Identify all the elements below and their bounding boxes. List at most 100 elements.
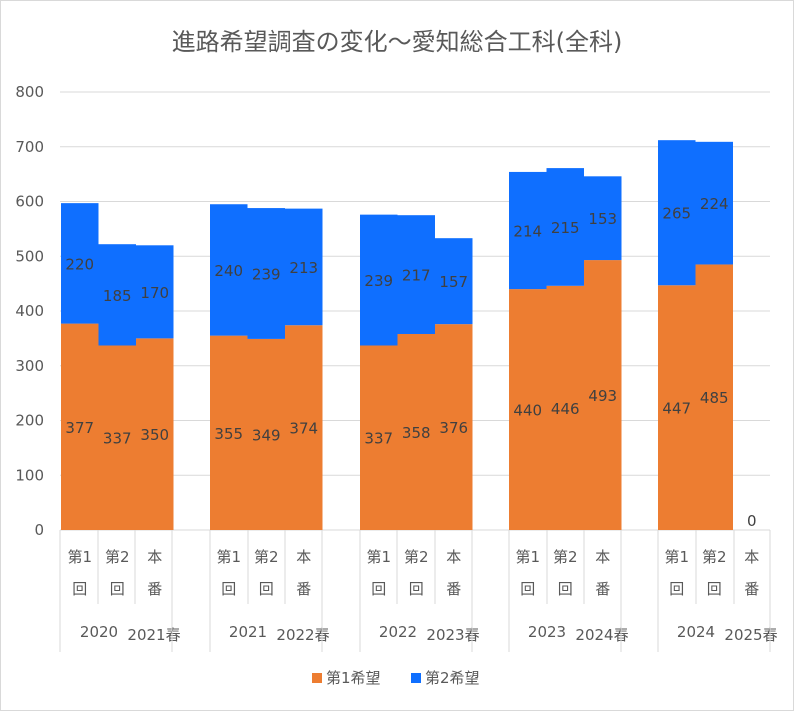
bar-2023-0-series2 — [509, 171, 547, 290]
bar-2023-1-series1 — [546, 285, 584, 530]
bar-2022-0-series2 — [360, 214, 398, 346]
bar-2022-2-series1 — [435, 324, 473, 530]
data-label-2023-1-series2: 215 — [551, 219, 580, 237]
data-label-2024-1-series1: 485 — [700, 389, 729, 407]
bar-2024-1-series2 — [695, 141, 733, 265]
bar-2021-1-series2 — [247, 208, 285, 339]
data-label-2023-0-series2: 214 — [513, 223, 542, 241]
category-label-2020-2-line2: 番 — [147, 580, 162, 598]
data-label-2020-0-series1: 377 — [65, 419, 94, 437]
category-label-2021-0-line1: 第1 — [216, 548, 241, 566]
bar-2021-0-series2 — [210, 204, 248, 336]
category-label-2020-1-line2: 回 — [110, 580, 125, 598]
data-label-2021-2-series1: 374 — [289, 420, 318, 438]
bar-2020-0-series2 — [61, 203, 99, 324]
data-label-2021-0-series1: 355 — [214, 425, 243, 443]
data-label-2020-2-series2: 170 — [140, 284, 169, 302]
data-label-2021-1-series2: 239 — [252, 265, 281, 283]
data-label-2021-2-series2: 213 — [289, 259, 318, 277]
data-label-2024-1-series2: 224 — [700, 195, 729, 213]
y-tick-label-0: 0 — [34, 521, 44, 539]
y-tick-label-100: 100 — [15, 466, 44, 484]
data-label-2022-0-series1: 337 — [364, 430, 393, 448]
bar-2021-2-series1 — [285, 325, 323, 530]
data-label-2024-2-series1: 0 — [747, 512, 757, 530]
data-label-2021-0-series2: 240 — [214, 262, 243, 280]
bar-2020-1-series1 — [98, 345, 136, 530]
group-label-year-2020: 2020 — [80, 623, 118, 641]
category-label-2022-0-line1: 第1 — [366, 548, 391, 566]
category-label-2022-2-line1: 本 — [446, 548, 461, 566]
data-label-2022-1-series2: 217 — [402, 267, 431, 285]
group-label-year-2024: 2024 — [677, 623, 715, 641]
category-label-2024-1-line2: 回 — [707, 580, 722, 598]
group-label-season-2020: 2021春 — [127, 626, 180, 644]
data-label-2023-2-series1: 493 — [588, 387, 617, 405]
category-label-2023-0-line2: 回 — [520, 580, 535, 598]
category-label-2023-2-line2: 番 — [595, 580, 610, 598]
bar-2021-0-series1 — [210, 335, 248, 530]
legend-swatch-series1 — [312, 673, 322, 683]
data-label-2022-1-series1: 358 — [402, 424, 431, 442]
category-label-2022-2-line2: 番 — [446, 580, 461, 598]
bar-2024-0-series1 — [658, 285, 696, 530]
category-label-2024-1-line1: 第2 — [702, 548, 727, 566]
category-label-2024-2-line1: 本 — [744, 548, 759, 566]
category-label-2023-1-line2: 回 — [558, 580, 573, 598]
data-label-2020-1-series1: 337 — [103, 430, 132, 448]
category-label-2020-0-line2: 回 — [72, 580, 87, 598]
data-label-2024-0-series2: 265 — [662, 205, 691, 223]
bar-2023-0-series1 — [509, 289, 547, 530]
legend-swatch-series2 — [411, 673, 421, 683]
data-label-2020-0-series2: 220 — [65, 255, 94, 273]
group-label-season-2024: 2025春 — [724, 626, 777, 644]
category-label-2022-0-line2: 回 — [371, 580, 386, 598]
category-label-2020-1-line1: 第2 — [105, 548, 130, 566]
group-label-season-2022: 2023春 — [426, 626, 479, 644]
bar-2024-1-series1 — [695, 264, 733, 530]
category-label-2021-1-line2: 回 — [259, 580, 274, 598]
category-label-2024-0-line2: 回 — [669, 580, 684, 598]
category-label-2022-1-line2: 回 — [409, 580, 424, 598]
category-label-2023-0-line1: 第1 — [515, 548, 540, 566]
category-label-2024-2-line2: 番 — [744, 580, 759, 598]
data-label-2022-2-series1: 376 — [439, 419, 468, 437]
bar-2023-2-series2 — [584, 176, 622, 261]
y-tick-label-600: 600 — [15, 193, 44, 211]
category-label-2020-0-line1: 第1 — [67, 548, 92, 566]
y-tick-label-500: 500 — [15, 247, 44, 265]
bar-2020-1-series2 — [98, 244, 136, 346]
chart-title: 進路希望調査の変化～愛知総合工科(全科) — [172, 28, 623, 56]
category-label-2021-2-line1: 本 — [296, 548, 311, 566]
group-label-year-2022: 2022 — [379, 623, 417, 641]
y-tick-label-800: 800 — [15, 83, 44, 101]
bar-2020-2-series2 — [136, 245, 174, 339]
group-label-season-2021: 2022春 — [276, 626, 329, 644]
category-label-2023-1-line1: 第2 — [553, 548, 578, 566]
y-tick-label-400: 400 — [15, 302, 44, 320]
data-label-2020-2-series1: 350 — [140, 426, 169, 444]
category-label-2024-0-line1: 第1 — [664, 548, 689, 566]
category-label-2020-2-line1: 本 — [147, 548, 162, 566]
y-tick-label-300: 300 — [15, 357, 44, 375]
bar-2022-0-series1 — [360, 345, 398, 530]
legend-label-series2: 第2希望 — [425, 669, 480, 687]
category-label-2021-2-line2: 番 — [296, 580, 311, 598]
data-label-2020-1-series2: 185 — [103, 287, 132, 305]
bar-2024-0-series2 — [658, 140, 696, 286]
data-label-2023-0-series1: 440 — [513, 402, 542, 420]
data-label-2021-1-series1: 349 — [252, 426, 281, 444]
bar-2021-2-series2 — [285, 208, 323, 326]
category-label-2021-1-line1: 第2 — [254, 548, 279, 566]
group-label-year-2023: 2023 — [528, 623, 566, 641]
bar-2020-0-series1 — [61, 323, 99, 530]
y-tick-label-200: 200 — [15, 412, 44, 430]
bar-2022-1-series1 — [397, 333, 435, 530]
bar-2020-2-series1 — [136, 338, 174, 530]
data-label-2022-2-series2: 157 — [439, 273, 468, 291]
category-label-2022-1-line1: 第2 — [404, 548, 429, 566]
category-label-2021-0-line2: 回 — [221, 580, 236, 598]
data-label-2023-2-series2: 153 — [588, 210, 617, 228]
bar-2022-2-series2 — [435, 238, 473, 325]
